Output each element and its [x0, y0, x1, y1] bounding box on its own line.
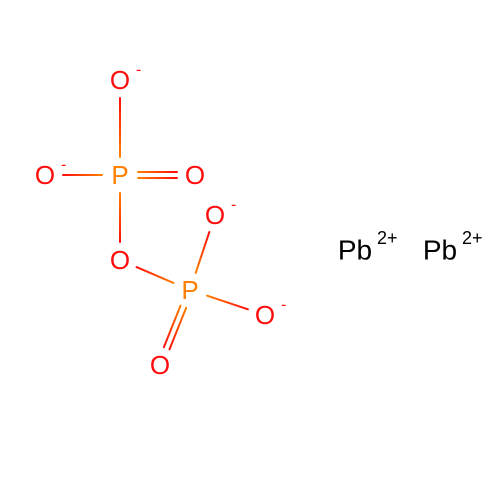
bond-line — [196, 232, 210, 273]
ion-0-charge: 2+ — [377, 228, 398, 248]
atom-O5: O — [205, 200, 225, 230]
atom-O6-charge: - — [281, 297, 286, 314]
ion-0: Pb — [338, 235, 372, 266]
ion-1-charge: 2+ — [462, 228, 483, 248]
bond-line — [137, 267, 174, 283]
atom-O2-charge: - — [61, 157, 66, 174]
molecule-diagram: O-O-POOO-PO-O Pb2+Pb2+ — [0, 0, 500, 500]
atom-O5-charge: - — [231, 197, 236, 214]
ions-layer: Pb2+Pb2+ — [338, 228, 483, 266]
atom-O2: O — [35, 160, 55, 190]
bond-line — [207, 296, 248, 310]
atoms-layer: O-O-POOO-PO-O — [35, 62, 286, 381]
atom-P1: P — [111, 160, 128, 190]
atom-O3: O — [185, 160, 205, 190]
ion-1: Pb — [423, 235, 457, 266]
atom-O1: O — [110, 65, 130, 95]
atom-O1-charge: - — [136, 62, 141, 79]
atom-O4: O — [110, 245, 130, 275]
atom-P2: P — [181, 275, 198, 305]
atom-O6: O — [255, 300, 275, 330]
atom-O7: O — [150, 350, 170, 380]
